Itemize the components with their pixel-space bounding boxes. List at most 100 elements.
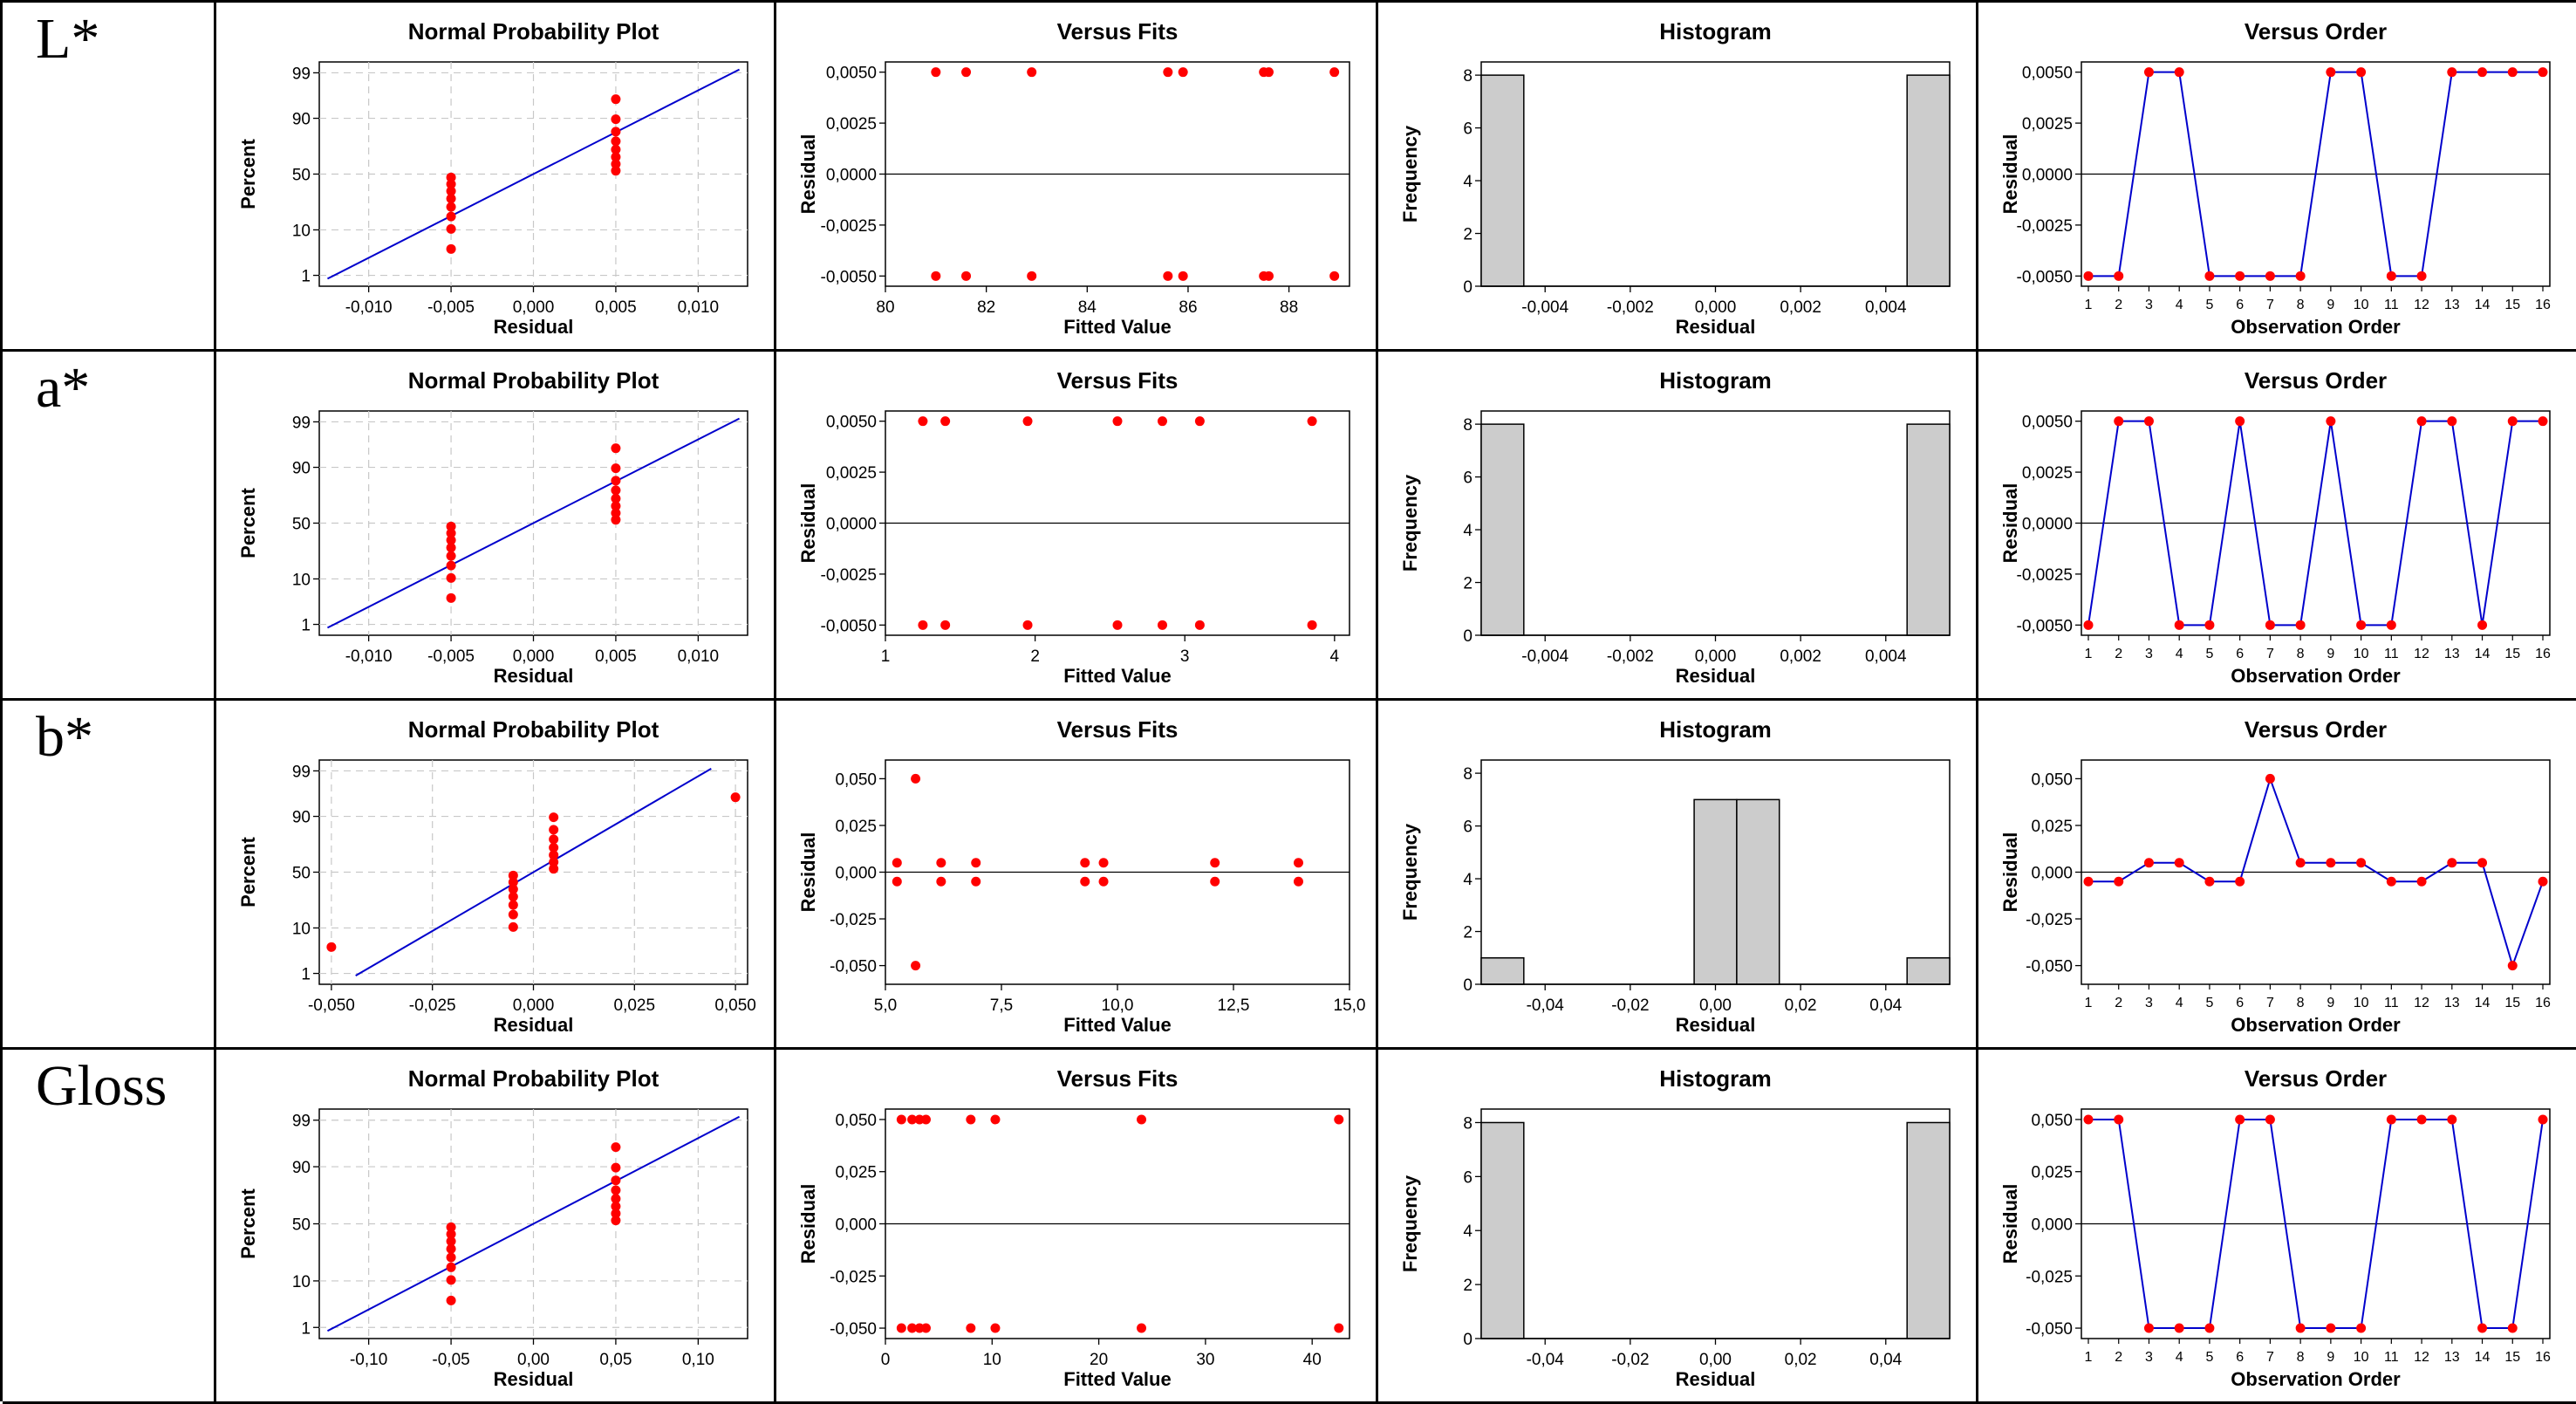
data-point bbox=[446, 592, 456, 603]
row-label: b* bbox=[36, 705, 93, 769]
data-point bbox=[2265, 773, 2275, 784]
y-tick-label: 0,000 bbox=[835, 865, 877, 883]
x-tick-label: 0,000 bbox=[513, 647, 555, 666]
y-axis-label: Percent bbox=[237, 138, 259, 209]
plot-area bbox=[1480, 61, 1951, 287]
x-tick-label: 0,005 bbox=[595, 647, 637, 666]
x-tick-label: 3 bbox=[2145, 647, 2153, 661]
versus-fits-panel: Versus Fits Fitted Value Residual -0,050 -0,… bbox=[776, 701, 1378, 1050]
data-point bbox=[2326, 416, 2336, 427]
histogram-bar bbox=[1736, 798, 1780, 985]
data-point bbox=[2507, 961, 2518, 971]
x-tick-label: 13 bbox=[2444, 647, 2460, 661]
panel-title: Versus Fits bbox=[1057, 18, 1179, 45]
data-point bbox=[508, 892, 518, 902]
versus-order-panel: Versus Order Observation Order Residual -0,… bbox=[1978, 1050, 2576, 1404]
versus-fits-chart: Versus Fits Fitted Value Residual -0,050 -0,… bbox=[797, 1065, 1350, 1390]
data-point bbox=[2477, 620, 2488, 630]
y-tick-label: 50 bbox=[292, 1216, 311, 1235]
data-point bbox=[446, 1229, 456, 1239]
data-point bbox=[2538, 416, 2548, 427]
x-tick-label: 6 bbox=[2236, 1350, 2244, 1365]
y-tick-label: 0,025 bbox=[835, 818, 877, 836]
histogram-chart: Histogram Residual Frequency 0 2 4 6 8 -0,04 -0,0… bbox=[1399, 716, 1951, 1036]
series-line bbox=[2088, 1118, 2544, 1330]
x-tick-label: 16 bbox=[2535, 298, 2551, 312]
x-tick-label: 0,004 bbox=[1865, 298, 1907, 317]
x-tick-label: 88 bbox=[1280, 298, 1298, 317]
x-tick-label: 0,004 bbox=[1865, 647, 1907, 666]
panel-title: Versus Order bbox=[2245, 716, 2387, 743]
x-tick-label: 6 bbox=[2236, 298, 2244, 312]
data-point bbox=[2265, 271, 2275, 281]
data-point bbox=[990, 1114, 1001, 1125]
x-tick-label: 0,00 bbox=[1699, 1351, 1732, 1369]
histogram-bar bbox=[1480, 423, 1525, 636]
x-tick-label: 15 bbox=[2504, 298, 2520, 312]
x-axis-label: Residual bbox=[1676, 665, 1756, 687]
row-label-cell: b* bbox=[3, 701, 216, 1050]
x-tick-label: 5 bbox=[2205, 996, 2213, 1010]
data-point bbox=[1137, 1114, 1147, 1125]
y-tick-label: -0,025 bbox=[2026, 911, 2073, 929]
x-tick-label: 20 bbox=[1090, 1351, 1108, 1369]
x-tick-label: 14 bbox=[2475, 647, 2491, 661]
data-point bbox=[2386, 1114, 2396, 1125]
y-tick-label: 0,0000 bbox=[826, 167, 877, 185]
histogram-chart: Histogram Residual Frequency 0 2 4 6 8 -0,004 -0,… bbox=[1399, 367, 1951, 687]
y-tick-label: 0,0025 bbox=[2022, 115, 2073, 134]
data-point bbox=[1329, 67, 1340, 78]
data-point bbox=[961, 271, 972, 281]
x-tick-label: 10 bbox=[2354, 647, 2369, 661]
x-tick-label: 4 bbox=[2176, 1350, 2183, 1365]
y-tick-label: 0,0025 bbox=[2022, 464, 2073, 483]
x-tick-label: 8 bbox=[2297, 1350, 2305, 1365]
y-tick-label: -0,0025 bbox=[821, 217, 877, 236]
fit-line bbox=[326, 1115, 741, 1332]
y-axis-label: Frequency bbox=[1399, 823, 1421, 921]
versus-order-chart: Versus Order Observation Order Residual -0,… bbox=[1999, 716, 2551, 1036]
data-point bbox=[2114, 416, 2124, 427]
row-label: Gloss bbox=[36, 1054, 167, 1118]
y-tick-label: 0,050 bbox=[835, 770, 877, 789]
data-point bbox=[936, 876, 946, 887]
data-point bbox=[966, 1114, 976, 1125]
data-point bbox=[2083, 271, 2094, 281]
data-point bbox=[446, 1295, 456, 1305]
y-tick-label: 0,025 bbox=[2031, 1164, 2073, 1182]
x-tick-label: 0 bbox=[881, 1351, 891, 1369]
x-tick-label: -0,002 bbox=[1607, 298, 1654, 317]
y-tick-label: 90 bbox=[292, 1159, 311, 1177]
y-tick-label: 10 bbox=[292, 920, 311, 938]
data-point bbox=[508, 877, 518, 887]
data-point bbox=[961, 67, 972, 78]
data-point bbox=[1263, 271, 1274, 281]
y-tick-label: 0,050 bbox=[2031, 770, 2073, 789]
data-point bbox=[2386, 620, 2396, 630]
y-tick-label: 6 bbox=[1463, 818, 1472, 837]
data-point bbox=[1027, 271, 1037, 281]
data-point bbox=[446, 1275, 456, 1285]
x-axis-label: Residual bbox=[494, 665, 574, 687]
x-tick-label: 13 bbox=[2444, 1350, 2460, 1365]
y-tick-label: 8 bbox=[1463, 1114, 1472, 1133]
y-tick-label: 2 bbox=[1463, 226, 1472, 244]
normal-probability-panel: Normal Probability Plot Residual Percent 1 1… bbox=[216, 352, 776, 701]
x-tick-label: 0,000 bbox=[1695, 298, 1737, 317]
x-tick-label: 0,000 bbox=[1695, 647, 1737, 666]
data-point bbox=[931, 271, 941, 281]
x-tick-label: 0,05 bbox=[599, 1351, 632, 1369]
data-point bbox=[2204, 1323, 2215, 1333]
data-point bbox=[1112, 620, 1123, 630]
histogram-bar bbox=[1480, 1121, 1525, 1339]
x-tick-label: -0,010 bbox=[345, 298, 393, 317]
histogram-panel: Histogram Residual Frequency 0 2 4 6 8 -0,04 -0,0… bbox=[1378, 1050, 1978, 1404]
x-tick-label: 10,0 bbox=[1102, 996, 1134, 1015]
series-line bbox=[2088, 71, 2543, 277]
data-point bbox=[611, 485, 621, 496]
x-tick-label: 5 bbox=[2205, 298, 2213, 312]
x-tick-label: -0,010 bbox=[345, 647, 393, 666]
x-tick-label: 2 bbox=[1030, 647, 1040, 666]
data-point bbox=[2477, 1323, 2488, 1333]
